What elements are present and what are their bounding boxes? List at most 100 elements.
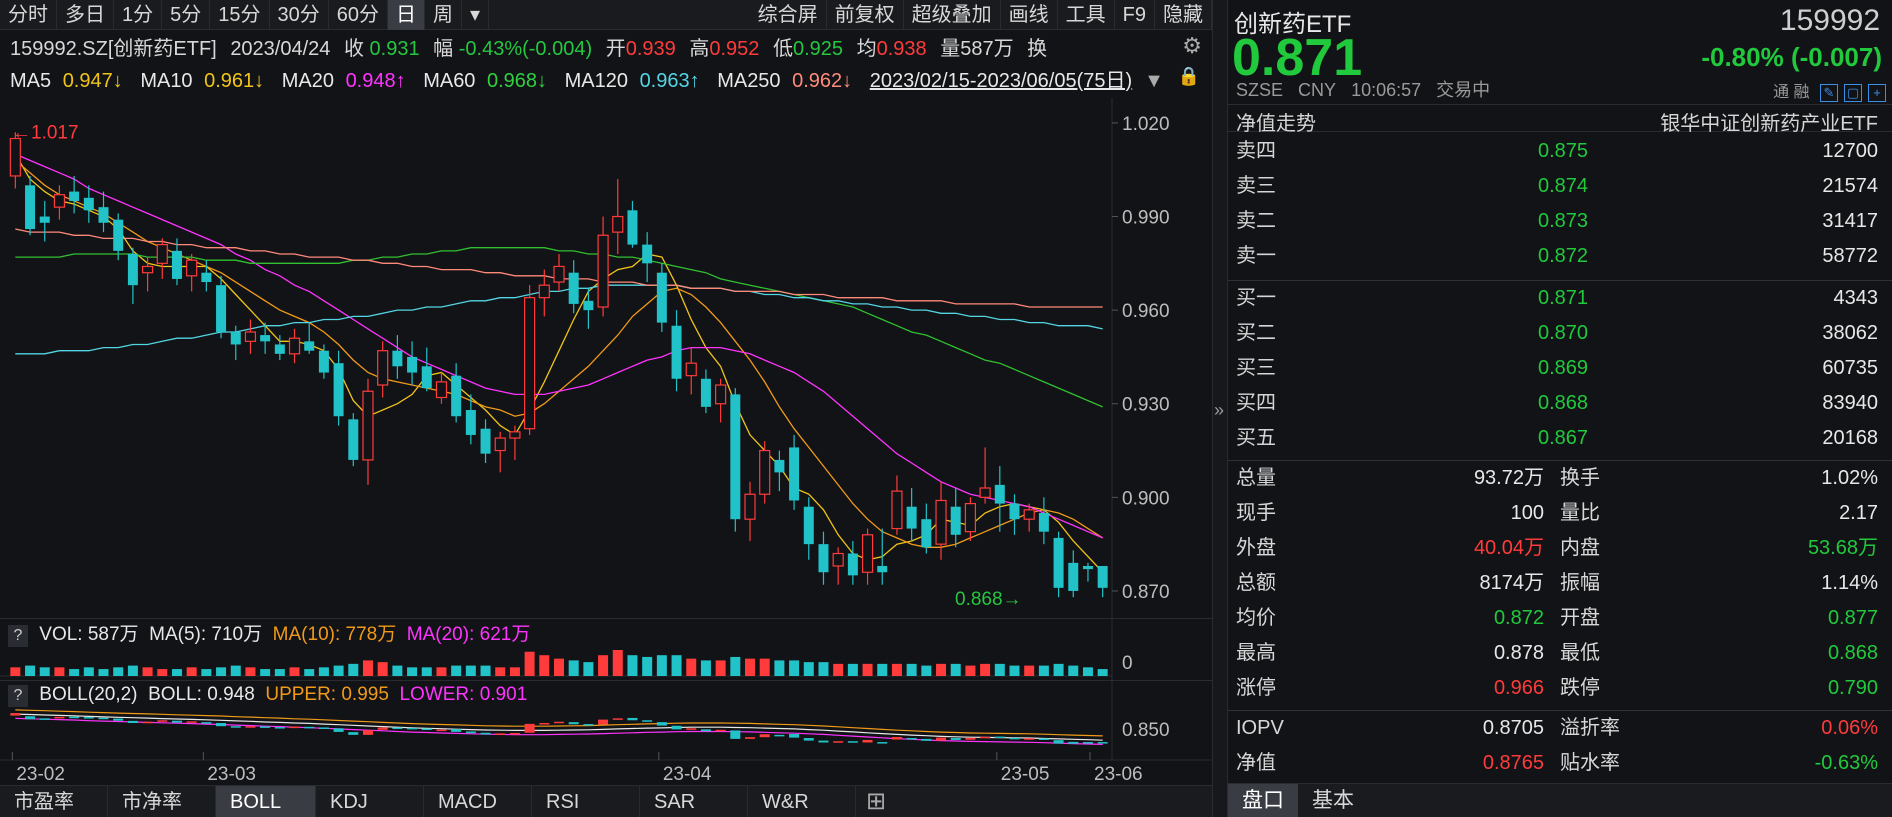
boll-candle — [715, 729, 726, 732]
panel-tab[interactable]: 基本 — [1312, 789, 1354, 812]
bids-row[interactable]: 买四 0.868 83940 — [1228, 386, 1892, 421]
stat-label: 换手 — [1560, 467, 1600, 489]
vol-ma20-label: MA(20): 621万 — [406, 624, 531, 645]
candle-body — [9, 137, 21, 177]
stat-value: 93.72万 — [1473, 467, 1544, 489]
stat-label: 总量 — [1236, 467, 1276, 489]
stat-label: 外盘 — [1236, 537, 1276, 559]
indicator-tab[interactable]: KDJ — [316, 786, 424, 817]
ma250-legend[interactable]: MA250 0.962↓ — [717, 70, 853, 92]
boll-candle — [612, 718, 623, 720]
indicator-tab[interactable]: 市盈率 — [0, 786, 108, 817]
candle-body — [509, 431, 521, 439]
boll-candle — [554, 721, 564, 724]
boll-candle — [113, 718, 124, 721]
nav-row[interactable]: 净值走势 银华中证创新药产业ETF — [1228, 104, 1892, 135]
toolbar-button[interactable]: 工具 — [1058, 0, 1115, 30]
ma-line-ma60 — [15, 247, 1103, 408]
nav-stats-table: IOPV 0.8705 溢折率 0.06% 净值 0.8765 贴水率 -0.63% — [1228, 711, 1892, 781]
level-price: 0.874 — [1538, 175, 1589, 197]
add-icon[interactable]: + — [1868, 84, 1886, 102]
ma60-legend[interactable]: MA60 0.968↓ — [423, 70, 548, 92]
stat-value: 0.8765 — [1482, 752, 1544, 774]
volume-bar — [83, 667, 94, 676]
asks-row[interactable]: 卖三 0.874 21574 — [1228, 169, 1892, 204]
date-range-selector[interactable]: 2023/02/15-2023/06/05(75日) — [869, 70, 1133, 92]
boll-candle — [216, 723, 227, 727]
indicator-tab[interactable]: BOLL — [216, 786, 316, 817]
bids-row[interactable]: 买五 0.867 20168 — [1228, 421, 1892, 456]
bids-row[interactable]: 买二 0.870 38062 — [1228, 316, 1892, 351]
indicator-tab[interactable]: 市净率 — [108, 786, 216, 817]
volume-bar — [612, 650, 623, 676]
nav-trend-link[interactable]: 净值走势 — [1236, 113, 1316, 135]
volume-bar — [789, 660, 800, 676]
boll-candle — [847, 741, 858, 743]
candle-body — [685, 362, 697, 377]
asks-row[interactable]: 卖四 0.875 12700 — [1228, 134, 1892, 169]
toolbar-button[interactable]: 隐藏 — [1155, 0, 1212, 30]
candle-body — [1097, 565, 1108, 588]
candle-body — [127, 253, 138, 286]
stat-label: 贴水率 — [1560, 752, 1620, 774]
boll-candle — [230, 726, 241, 728]
collapse-arrow-icon[interactable]: » — [1214, 400, 1225, 420]
period-tab[interactable]: 周 — [425, 0, 462, 30]
indicator-tab[interactable]: W&R — [748, 786, 856, 817]
indicator-tab[interactable]: MACD — [424, 786, 532, 817]
boll-candle — [69, 716, 80, 719]
period-tab[interactable]: 多日 — [57, 0, 114, 30]
lock-icon[interactable]: 🔒 — [1177, 66, 1200, 86]
volume-bar — [230, 665, 241, 676]
toolbar-button[interactable]: 前复权 — [827, 0, 904, 30]
boll-candle — [759, 734, 770, 738]
security-code: 159992 — [1779, 4, 1880, 37]
x-tick-label: 23-05 — [1001, 764, 1050, 785]
period-tab[interactable]: ▾ — [462, 0, 490, 30]
indicator-tab[interactable]: SAR — [640, 786, 748, 817]
candle-body — [832, 552, 844, 567]
period-tab[interactable]: 分时 — [0, 0, 57, 30]
stat-row: 涨停 0.966 跌停 0.790 — [1228, 671, 1892, 706]
period-tab[interactable]: 60分 — [329, 0, 388, 30]
period-tab[interactable]: 日 — [388, 0, 425, 30]
period-tab[interactable]: 15分 — [210, 0, 270, 30]
ma120-legend[interactable]: MA120 0.963↑ — [564, 70, 700, 92]
candle-body — [877, 565, 888, 573]
panel-tab[interactable]: 盘口 — [1228, 784, 1298, 817]
bids-row[interactable]: 买一 0.871 4343 — [1228, 281, 1892, 316]
period-tab[interactable]: 30分 — [270, 0, 329, 30]
asks-row[interactable]: 卖二 0.873 31417 — [1228, 204, 1892, 239]
boll-label: BOLL(20,2) — [39, 684, 138, 705]
toolbar-button[interactable]: F9 — [1115, 0, 1155, 30]
ma10-legend[interactable]: MA10 0.961↓ — [140, 70, 265, 92]
bids-row[interactable]: 买三 0.869 60735 — [1228, 351, 1892, 386]
toolbar-button[interactable]: 超级叠加 — [904, 0, 1001, 30]
help-icon[interactable]: ? — [8, 625, 28, 647]
dropdown-triangle-icon[interactable]: ▼ — [1144, 70, 1164, 92]
period-tab[interactable]: 1分 — [114, 0, 163, 30]
indicator-tab[interactable]: RSI — [532, 786, 640, 817]
add-tab-icon[interactable]: ⊞ — [865, 788, 887, 815]
boll-candle — [627, 717, 638, 721]
toolbar-button[interactable]: 综合屏 — [750, 0, 827, 30]
boll-candle — [260, 726, 271, 728]
help-icon[interactable]: ? — [8, 685, 28, 707]
ma20-legend[interactable]: MA20 0.948↑ — [281, 70, 406, 92]
candle-body — [407, 356, 418, 373]
ma5-legend[interactable]: MA5 0.947↓ — [10, 70, 123, 92]
candle-body — [964, 502, 977, 533]
stat-value: 100 — [1510, 502, 1544, 524]
stat-label: 涨停 — [1236, 677, 1276, 699]
gear-icon[interactable]: ⚙ — [1182, 33, 1202, 58]
boll-candle — [98, 717, 109, 720]
asks-row[interactable]: 卖一 0.872 58772 — [1228, 239, 1892, 274]
volume-bar — [333, 665, 344, 676]
window-icon[interactable]: ▢ — [1844, 84, 1862, 102]
currency-label: CNY — [1298, 80, 1337, 100]
divider — [1228, 460, 1892, 461]
period-tab[interactable]: 5分 — [162, 0, 211, 30]
toolbar-button[interactable]: 画线 — [1001, 0, 1058, 30]
panel-splitter[interactable]: » — [1212, 0, 1228, 817]
edit-icon[interactable]: ✎ — [1820, 84, 1838, 102]
